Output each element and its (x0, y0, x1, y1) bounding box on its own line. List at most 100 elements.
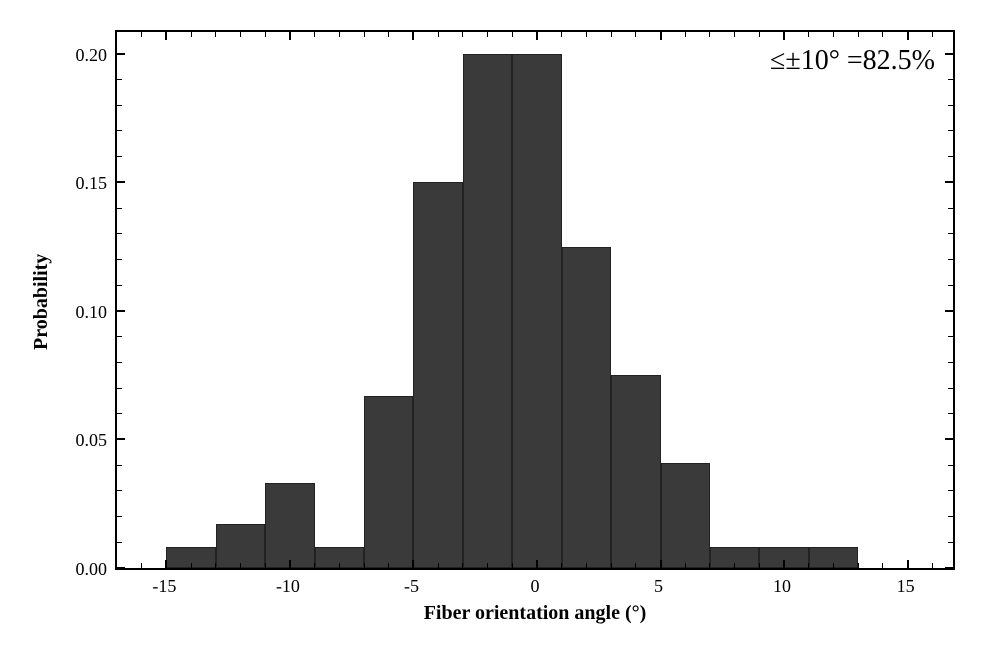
x-tick-label: -5 (386, 576, 436, 597)
x-tick (289, 32, 291, 40)
x-minor-tick (438, 32, 439, 37)
y-minor-tick (948, 156, 953, 157)
x-minor-tick (882, 32, 883, 37)
x-minor-tick (932, 32, 933, 37)
x-minor-tick (388, 563, 389, 568)
x-minor-tick (858, 32, 859, 37)
y-minor-tick (117, 465, 122, 466)
y-tick (945, 438, 953, 440)
y-tick (117, 181, 125, 183)
x-tick (289, 560, 291, 568)
y-minor-tick (948, 233, 953, 234)
x-minor-tick (586, 563, 587, 568)
x-tick-label: 15 (881, 576, 931, 597)
x-minor-tick (635, 563, 636, 568)
x-minor-tick (611, 32, 612, 37)
x-minor-tick (833, 32, 834, 37)
y-tick-label: 0.15 (47, 173, 107, 194)
x-minor-tick (215, 32, 216, 37)
x-tick-label: 10 (757, 576, 807, 597)
histogram-bar (661, 463, 710, 568)
x-tick (165, 560, 167, 568)
histogram-figure: Probability Fiber orientation angle (°) … (0, 0, 1000, 655)
y-minor-tick (117, 105, 122, 106)
x-tick (412, 560, 414, 568)
x-minor-tick (339, 563, 340, 568)
x-minor-tick (512, 32, 513, 37)
x-minor-tick (882, 563, 883, 568)
x-tick (783, 560, 785, 568)
histogram-bar (512, 54, 561, 568)
y-minor-tick (117, 208, 122, 209)
histogram-bar (463, 54, 512, 568)
x-minor-tick (215, 563, 216, 568)
y-tick (117, 310, 125, 312)
x-minor-tick (709, 563, 710, 568)
x-minor-tick (833, 563, 834, 568)
x-minor-tick (462, 563, 463, 568)
y-minor-tick (117, 388, 122, 389)
x-tick (660, 32, 662, 40)
x-minor-tick (191, 32, 192, 37)
y-minor-tick (948, 388, 953, 389)
y-minor-tick (117, 156, 122, 157)
x-minor-tick (314, 563, 315, 568)
x-minor-tick (487, 32, 488, 37)
x-minor-tick (734, 563, 735, 568)
y-minor-tick (117, 130, 122, 131)
x-tick-label: -10 (263, 576, 313, 597)
histogram-bar (611, 375, 660, 568)
y-minor-tick (948, 105, 953, 106)
y-minor-tick (117, 336, 122, 337)
x-minor-tick (685, 32, 686, 37)
y-minor-tick (117, 259, 122, 260)
y-minor-tick (948, 130, 953, 131)
x-minor-tick (462, 32, 463, 37)
x-minor-tick (487, 563, 488, 568)
y-minor-tick (117, 413, 122, 414)
x-minor-tick (709, 32, 710, 37)
x-minor-tick (314, 32, 315, 37)
x-minor-tick (808, 563, 809, 568)
y-minor-tick (948, 79, 953, 80)
x-minor-tick (191, 563, 192, 568)
x-minor-tick (586, 32, 587, 37)
x-tick (536, 560, 538, 568)
x-tick-label: -15 (139, 576, 189, 597)
y-minor-tick (117, 490, 122, 491)
x-minor-tick (734, 32, 735, 37)
y-minor-tick (948, 208, 953, 209)
y-tick-label: 0.20 (47, 45, 107, 66)
x-minor-tick (339, 32, 340, 37)
histogram-bar (265, 483, 314, 568)
histogram-bar (562, 247, 611, 568)
x-axis-label: Fiber orientation angle (°) (115, 602, 955, 625)
y-tick-label: 0.10 (47, 302, 107, 323)
y-tick (117, 53, 125, 55)
y-tick-label: 0.00 (47, 559, 107, 580)
y-minor-tick (117, 285, 122, 286)
histogram-bar (413, 182, 462, 568)
y-minor-tick (948, 336, 953, 337)
histogram-bar (216, 524, 265, 568)
x-tick (907, 32, 909, 40)
x-minor-tick (759, 32, 760, 37)
x-tick (536, 32, 538, 40)
x-minor-tick (364, 563, 365, 568)
plot-area (115, 30, 955, 570)
y-minor-tick (948, 542, 953, 543)
y-tick (945, 53, 953, 55)
y-minor-tick (117, 79, 122, 80)
x-minor-tick (141, 32, 142, 37)
x-minor-tick (685, 563, 686, 568)
x-minor-tick (858, 563, 859, 568)
x-minor-tick (635, 32, 636, 37)
histogram-bar (364, 396, 413, 568)
y-minor-tick (117, 233, 122, 234)
x-minor-tick (512, 563, 513, 568)
x-tick (660, 560, 662, 568)
x-tick (165, 32, 167, 40)
y-tick-label: 0.05 (47, 430, 107, 451)
x-minor-tick (759, 563, 760, 568)
y-minor-tick (117, 542, 122, 543)
